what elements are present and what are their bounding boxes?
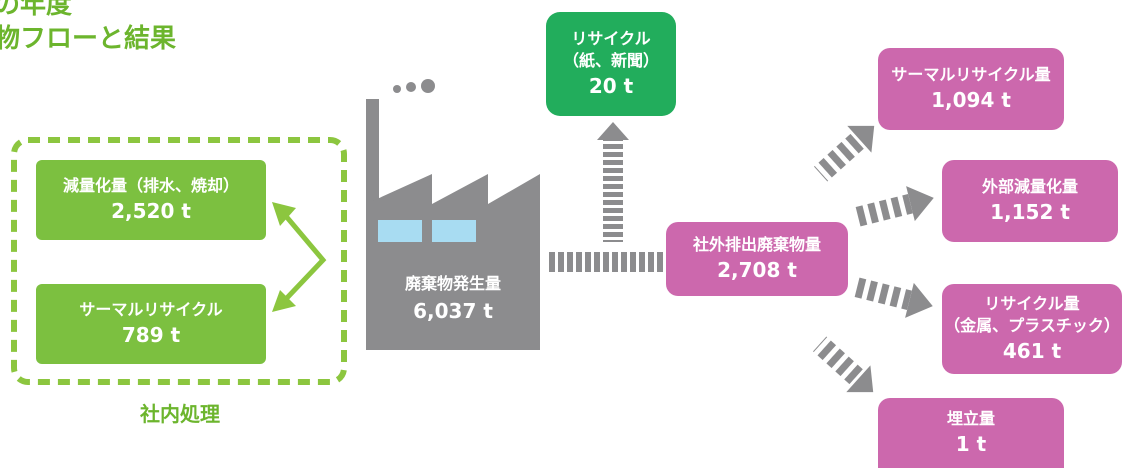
flow-to-landfill xyxy=(808,331,886,406)
thermal-recycle-label: サーマルリサイクル xyxy=(79,299,222,321)
reduction-label: 減量化量（排水、焼却） xyxy=(63,175,239,197)
factory-label: 廃棄物発生量 xyxy=(366,272,540,296)
paper-recycle-value: 20 t xyxy=(589,72,633,100)
reduction-value: 2,520 t xyxy=(111,197,191,225)
thermal-output-label: サーマルリサイクル量 xyxy=(891,64,1050,86)
factory-value: 6,037 t xyxy=(366,296,540,326)
recycle-output-box: リサイクル量 （金属、プラスチック） 461 t xyxy=(942,284,1122,374)
landfill-output-value: 1 t xyxy=(956,430,986,458)
internal-double-arrow xyxy=(272,202,323,312)
paper-recycle-box: リサイクル （紙、新聞） 20 t xyxy=(546,12,676,116)
external-discharge-box: 社外排出廃棄物量 2,708 t xyxy=(666,222,848,296)
external-discharge-label: 社外排出廃棄物量 xyxy=(693,234,821,256)
paper-recycle-line1: リサイクル xyxy=(571,28,650,50)
recycle-output-sublabel: （金属、プラスチック） xyxy=(944,315,1120,337)
reduction-output-value: 1,152 t xyxy=(990,198,1070,226)
flow-up-to-recycle xyxy=(597,122,629,242)
flow-to-recycle xyxy=(849,269,937,324)
landfill-output-box: 埋立量 1 t xyxy=(878,398,1064,468)
thermal-output-box: サーマルリサイクル量 1,094 t xyxy=(878,48,1064,130)
flow-to-reduction xyxy=(850,180,938,235)
thermal-output-value: 1,094 t xyxy=(931,86,1011,114)
reduction-box: 減量化量（排水、焼却） 2,520 t xyxy=(36,160,266,240)
recycle-output-label: リサイクル量 xyxy=(984,293,1079,315)
landfill-output-label: 埋立量 xyxy=(947,408,995,430)
flow-to-thermal xyxy=(809,113,887,188)
recycle-output-value: 461 t xyxy=(1003,337,1061,365)
thermal-recycle-box: サーマルリサイクル 789 t xyxy=(36,284,266,364)
reduction-output-label: 外部減量化量 xyxy=(982,176,1078,198)
internal-group-label: 社内処理 xyxy=(120,398,240,427)
factory-text: 廃棄物発生量 6,037 t xyxy=(366,272,540,326)
thermal-recycle-value: 789 t xyxy=(122,321,180,349)
reduction-output-box: 外部減量化量 1,152 t xyxy=(942,160,1118,242)
paper-recycle-line2: （紙、新聞） xyxy=(563,50,659,72)
flow-factory-to-external xyxy=(546,252,666,272)
external-discharge-value: 2,708 t xyxy=(717,256,797,284)
